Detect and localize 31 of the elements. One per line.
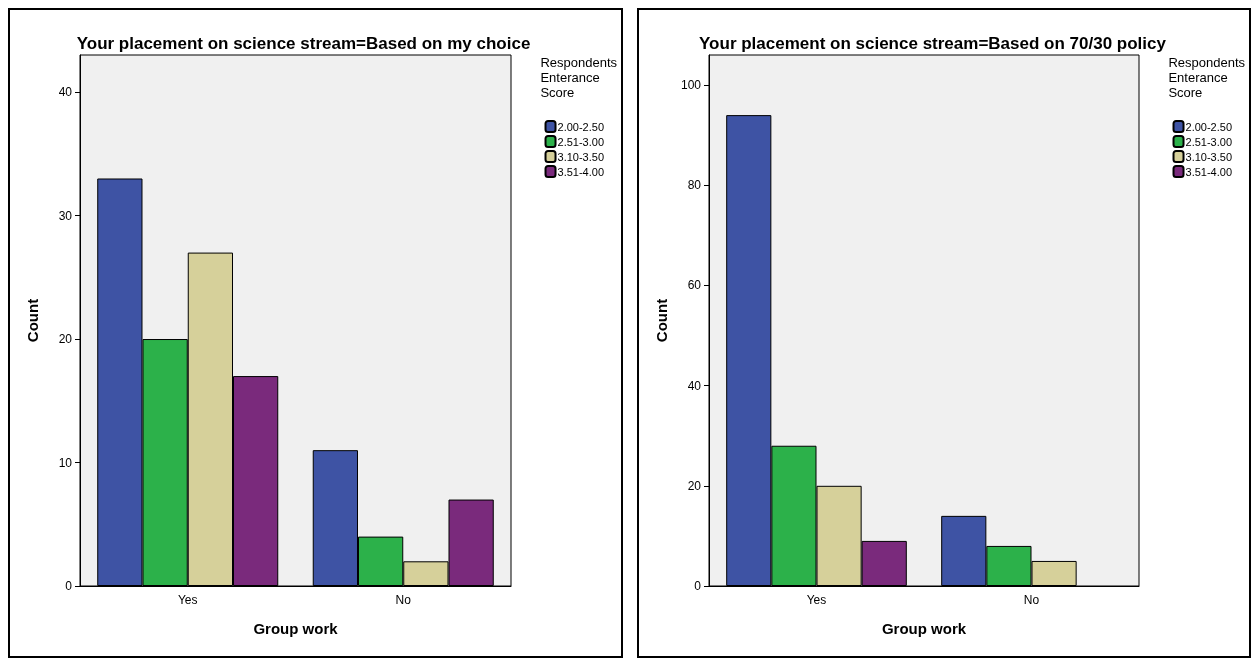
y-tick-label: 40 [687,378,702,393]
y-tick-label: 80 [687,178,702,193]
legend-title: Respondents Enterance Score [1168,55,1246,100]
x-axis-title: Group work [253,620,339,637]
y-axis-title: Count [24,298,41,343]
legend-title: Respondents Enterance Score [540,55,618,100]
y-tick-label: 100 [680,78,702,93]
chart-title: Your placement on science stream=Based on 70/30 policy [699,34,1167,53]
y-tick-label: 20 [58,332,73,347]
x-tick-label: No [395,593,412,607]
legend-label: 2.51-3.00 [1185,135,1232,148]
x-tick-label: No [1023,593,1040,607]
legend-label: 3.10-3.50 [1185,150,1232,163]
legend-label: 3.51-4.00 [557,165,604,178]
y-axis-title: Count [653,298,670,343]
y-tick-label: 10 [58,455,73,470]
x-tick-label: Yes [177,593,198,607]
legend-label: 2.00-2.50 [557,120,604,133]
y-tick-label: 30 [58,208,73,223]
y-tick-label: 0 [694,579,702,593]
legend-label: 3.51-4.00 [1185,165,1232,178]
x-tick-label: Yes [806,593,827,607]
legend-label: 2.51-3.00 [557,135,604,148]
chart-title: Your placement on science stream=Based on my choice [76,34,531,53]
legend-label: 2.00-2.50 [1185,120,1232,133]
y-tick-label: 60 [687,278,702,293]
legend-label: 3.10-3.50 [557,150,604,163]
y-tick-label: 40 [58,85,73,100]
x-axis-title: Group work [881,620,967,637]
y-tick-label: 0 [65,579,73,593]
y-tick-label: 20 [687,478,702,493]
